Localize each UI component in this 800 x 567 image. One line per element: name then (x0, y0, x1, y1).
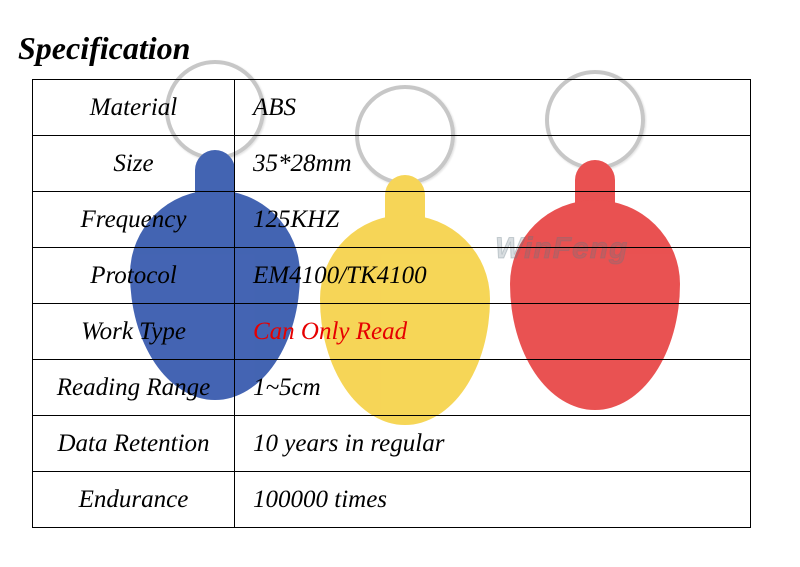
table-row: Work Type Can Only Read (33, 304, 751, 360)
spec-label: Frequency (33, 192, 235, 248)
spec-value: ABS (235, 80, 751, 136)
page-title: Specification (0, 0, 800, 79)
spec-label: Protocol (33, 248, 235, 304)
table-row: Reading Range 1~5cm (33, 360, 751, 416)
spec-label: Size (33, 136, 235, 192)
spec-value: 10 years in regular (235, 416, 751, 472)
table-row: Material ABS (33, 80, 751, 136)
table-row: Protocol EM4100/TK4100 (33, 248, 751, 304)
spec-value: 35*28mm (235, 136, 751, 192)
specification-table: Material ABS Size 35*28mm Frequency 125K… (32, 79, 751, 528)
spec-label: Data Retention (33, 416, 235, 472)
spec-value: EM4100/TK4100 (235, 248, 751, 304)
spec-label: Material (33, 80, 235, 136)
table-row: Frequency 125KHZ (33, 192, 751, 248)
spec-value: 1~5cm (235, 360, 751, 416)
spec-value: 100000 times (235, 472, 751, 528)
content-area: Specification Material ABS Size 35*28mm … (0, 0, 800, 528)
spec-label: Work Type (33, 304, 235, 360)
table-row: Endurance 100000 times (33, 472, 751, 528)
spec-label: Reading Range (33, 360, 235, 416)
spec-table-body: Material ABS Size 35*28mm Frequency 125K… (33, 80, 751, 528)
table-row: Data Retention 10 years in regular (33, 416, 751, 472)
table-row: Size 35*28mm (33, 136, 751, 192)
spec-value-highlight: Can Only Read (235, 304, 751, 360)
spec-label: Endurance (33, 472, 235, 528)
spec-value: 125KHZ (235, 192, 751, 248)
